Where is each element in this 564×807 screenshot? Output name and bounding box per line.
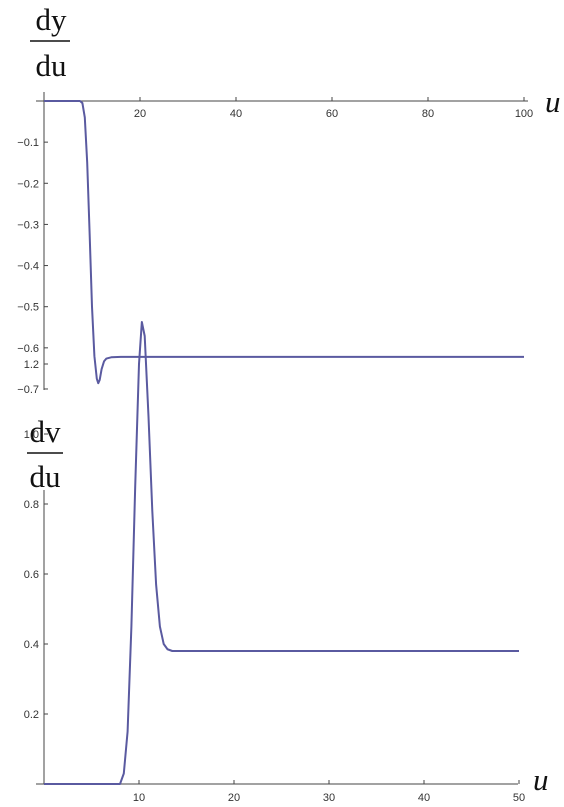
y-tick-label: −0.2 xyxy=(17,178,39,190)
ylabel-denominator: du xyxy=(36,48,67,83)
xlabel: u xyxy=(545,84,561,119)
y-tick-label: 0.8 xyxy=(24,499,39,511)
series-line xyxy=(44,321,519,785)
x-tick-label: 20 xyxy=(134,108,146,120)
y-tick-label: 1.2 xyxy=(24,359,39,371)
x-ticks: 20 40 60 80 100 xyxy=(134,97,533,120)
y-ticks: −0.1 −0.2 −0.3 −0.4 −0.5 −0.6 −0.7 xyxy=(17,137,48,396)
y-tick-label: 0.4 xyxy=(24,639,39,651)
x-tick-label: 60 xyxy=(326,108,338,120)
ylabel-fraction: dv du xyxy=(27,414,63,494)
x-tick-label: 100 xyxy=(515,108,533,120)
ylabel-fraction: dy du xyxy=(30,2,70,83)
x-tick-label: 10 xyxy=(133,792,145,804)
y-tick-label: −0.6 xyxy=(17,343,39,355)
ylabel-denominator: du xyxy=(30,459,61,494)
x-tick-label: 20 xyxy=(228,792,240,804)
y-tick-label: 1.0 xyxy=(24,429,39,441)
y-tick-label: −0.4 xyxy=(17,261,39,273)
chart-dv-du: dv du u 10 20 30 40 50 0.2 0.4 0.6 0.8 1.0 1.2 xyxy=(24,321,549,804)
x-tick-label: 40 xyxy=(230,108,242,120)
ylabel-numerator: dy xyxy=(36,2,68,37)
y-tick-label: −0.5 xyxy=(17,302,39,314)
y-tick-label: −0.1 xyxy=(17,137,39,149)
y-tick-label: 0.6 xyxy=(24,569,39,581)
x-tick-label: 50 xyxy=(513,792,525,804)
x-tick-label: 30 xyxy=(323,792,335,804)
x-tick-label: 40 xyxy=(418,792,430,804)
series-line xyxy=(44,100,524,385)
y-tick-label: −0.7 xyxy=(17,384,39,396)
x-ticks: 10 20 30 40 50 xyxy=(133,780,525,804)
y-tick-label: 0.2 xyxy=(24,709,39,721)
x-tick-label: 80 xyxy=(422,108,434,120)
ylabel-numerator: dv xyxy=(30,414,62,449)
y-tick-label: −0.3 xyxy=(17,219,39,231)
y-ticks: 0.2 0.4 0.6 0.8 1.0 1.2 xyxy=(24,359,48,721)
xlabel: u xyxy=(533,762,549,797)
chart-dy-du: dy du u 20 40 60 80 100 −0.1 −0.2 −0.3 −0.4 −0.5… xyxy=(17,2,560,396)
